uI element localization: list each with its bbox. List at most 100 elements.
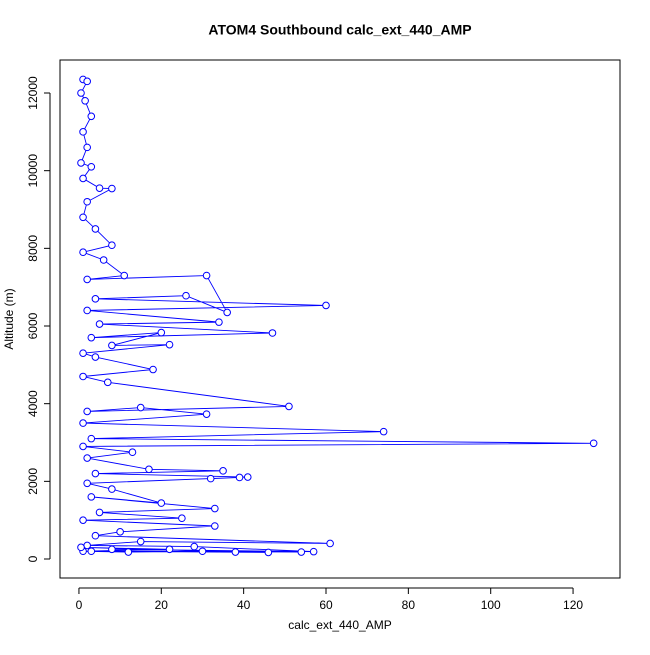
x-tick-label: 60 xyxy=(319,598,333,612)
y-tick-label: 0 xyxy=(26,555,40,562)
data-point xyxy=(83,275,91,284)
data-point xyxy=(91,469,100,478)
data-point xyxy=(99,256,108,264)
data-point xyxy=(322,301,330,310)
data-point xyxy=(91,295,100,303)
data-point xyxy=(157,499,166,507)
y-tick-label: 6000 xyxy=(26,312,40,339)
data-point xyxy=(87,434,96,443)
y-tick-label: 4000 xyxy=(26,390,40,417)
data-point xyxy=(136,537,145,546)
y-tick-label: 8000 xyxy=(26,235,40,262)
data-point xyxy=(243,473,252,481)
data-point xyxy=(235,473,244,482)
data-point xyxy=(215,318,223,326)
data-point xyxy=(108,485,116,493)
data-point xyxy=(264,548,273,557)
x-tick-label: 120 xyxy=(563,598,583,612)
data-point xyxy=(91,225,100,233)
data-point xyxy=(87,333,96,342)
data-point xyxy=(79,372,87,381)
x-axis-label: calc_ext_440_AMP xyxy=(288,618,391,632)
data-point xyxy=(219,467,227,475)
data-point xyxy=(95,184,104,192)
data-point xyxy=(202,271,211,280)
data-point xyxy=(83,479,91,488)
data-point xyxy=(79,442,87,451)
data-point xyxy=(83,77,91,86)
data-point xyxy=(120,271,129,280)
data-point xyxy=(79,213,87,222)
data-point xyxy=(211,504,219,513)
plot-frame xyxy=(59,59,621,579)
data-point xyxy=(223,308,231,317)
data-point xyxy=(79,248,87,257)
data-point xyxy=(211,522,219,530)
x-tick-label: 40 xyxy=(237,598,251,612)
data-point xyxy=(202,410,211,418)
data-line xyxy=(80,79,594,553)
data-point xyxy=(83,407,91,416)
data-point xyxy=(108,545,116,554)
data-point xyxy=(83,143,91,152)
data-point xyxy=(91,353,100,361)
data-point xyxy=(77,89,85,97)
data-point xyxy=(157,328,166,337)
data-point xyxy=(83,541,91,550)
data-point xyxy=(206,474,215,483)
data-point xyxy=(145,465,153,474)
data-point xyxy=(83,306,91,315)
y-tick-label: 10000 xyxy=(26,154,40,188)
data-point xyxy=(379,427,388,436)
data-point xyxy=(79,128,87,136)
data-point xyxy=(297,548,306,556)
data-point xyxy=(87,493,96,501)
data-point xyxy=(108,241,116,250)
data-point xyxy=(77,159,85,167)
data-point xyxy=(190,542,199,551)
data-point xyxy=(128,448,137,457)
data-point xyxy=(79,174,87,183)
data-point xyxy=(182,291,190,300)
data-point xyxy=(268,329,277,337)
data-point xyxy=(95,508,104,517)
data-point xyxy=(95,320,104,328)
x-tick-label: 0 xyxy=(76,598,83,612)
data-point xyxy=(165,545,174,554)
data-point xyxy=(124,548,133,556)
x-tick-label: 20 xyxy=(155,598,169,612)
data-point xyxy=(87,162,96,171)
data-point xyxy=(149,365,157,374)
data-point xyxy=(108,341,116,350)
y-axis-label: Altitude (m) xyxy=(2,288,16,349)
data-point xyxy=(326,539,334,548)
data-point xyxy=(178,514,186,523)
chart-title: ATOM4 Southbound calc_ext_440_AMP xyxy=(208,22,471,38)
data-point xyxy=(79,516,87,524)
data-point xyxy=(77,543,85,552)
data-point xyxy=(81,96,89,105)
data-point xyxy=(87,547,96,556)
data-point xyxy=(309,547,318,556)
data-point xyxy=(103,378,112,387)
data-point xyxy=(198,547,207,556)
data-point xyxy=(83,197,91,206)
data-point xyxy=(79,349,87,357)
data-point xyxy=(108,184,116,193)
data-point xyxy=(87,112,96,121)
data-point xyxy=(231,548,240,556)
data-point xyxy=(116,528,124,536)
data-point xyxy=(285,402,293,411)
y-tick-label: 12000 xyxy=(26,76,40,110)
data-point xyxy=(136,403,145,412)
data-point xyxy=(91,531,100,540)
data-point xyxy=(165,340,174,349)
x-tick-label: 100 xyxy=(481,598,501,612)
data-point xyxy=(589,439,598,448)
data-point xyxy=(79,419,87,427)
data-point xyxy=(83,454,91,462)
x-tick-label: 80 xyxy=(402,598,416,612)
y-tick-label: 2000 xyxy=(26,468,40,495)
